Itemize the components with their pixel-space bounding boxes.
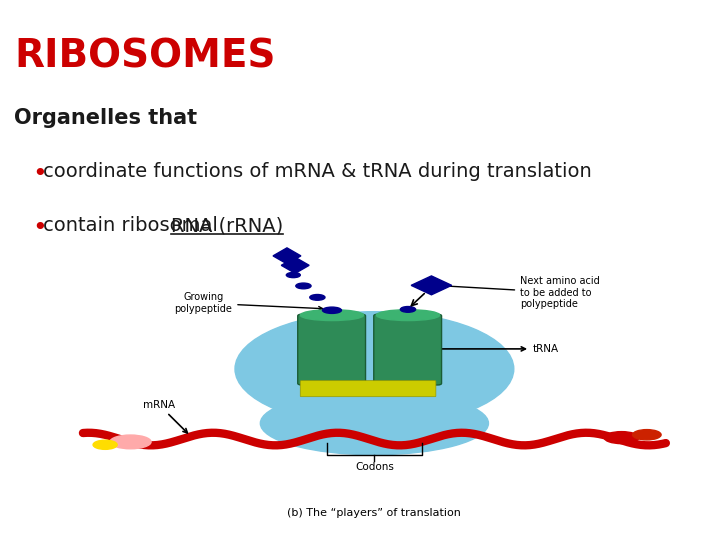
Ellipse shape xyxy=(400,307,415,312)
Text: mRNA: mRNA xyxy=(143,400,187,433)
Text: •: • xyxy=(32,216,47,240)
Ellipse shape xyxy=(296,283,311,289)
Polygon shape xyxy=(282,258,309,273)
Ellipse shape xyxy=(323,307,341,313)
Text: Next amino acid
to be added to
polypeptide: Next amino acid to be added to polypepti… xyxy=(439,276,600,309)
Text: (b) The “players” of translation: (b) The “players” of translation xyxy=(287,509,462,518)
Text: Growing
polypeptide: Growing polypeptide xyxy=(174,292,323,314)
Ellipse shape xyxy=(633,430,661,440)
FancyBboxPatch shape xyxy=(374,314,441,385)
Text: •: • xyxy=(32,162,47,186)
Polygon shape xyxy=(411,276,451,295)
Text: RIBOSOMES: RIBOSOMES xyxy=(14,38,276,76)
Text: contain ribosomal: contain ribosomal xyxy=(43,216,225,235)
Ellipse shape xyxy=(300,309,364,321)
Ellipse shape xyxy=(235,312,514,426)
Ellipse shape xyxy=(110,435,151,449)
Ellipse shape xyxy=(261,392,488,455)
Text: Codons: Codons xyxy=(355,462,394,472)
Ellipse shape xyxy=(377,309,440,321)
Text: coordinate functions of mRNA & tRNA during translation: coordinate functions of mRNA & tRNA duri… xyxy=(43,162,592,181)
FancyBboxPatch shape xyxy=(298,314,366,385)
Ellipse shape xyxy=(287,273,300,278)
Ellipse shape xyxy=(310,294,325,300)
Text: RNA (rRNA): RNA (rRNA) xyxy=(171,216,284,235)
Ellipse shape xyxy=(93,440,117,449)
Polygon shape xyxy=(273,248,301,264)
Text: tRNA: tRNA xyxy=(441,344,559,354)
FancyBboxPatch shape xyxy=(300,381,436,397)
Ellipse shape xyxy=(604,431,639,444)
Text: Organelles that: Organelles that xyxy=(14,108,197,128)
